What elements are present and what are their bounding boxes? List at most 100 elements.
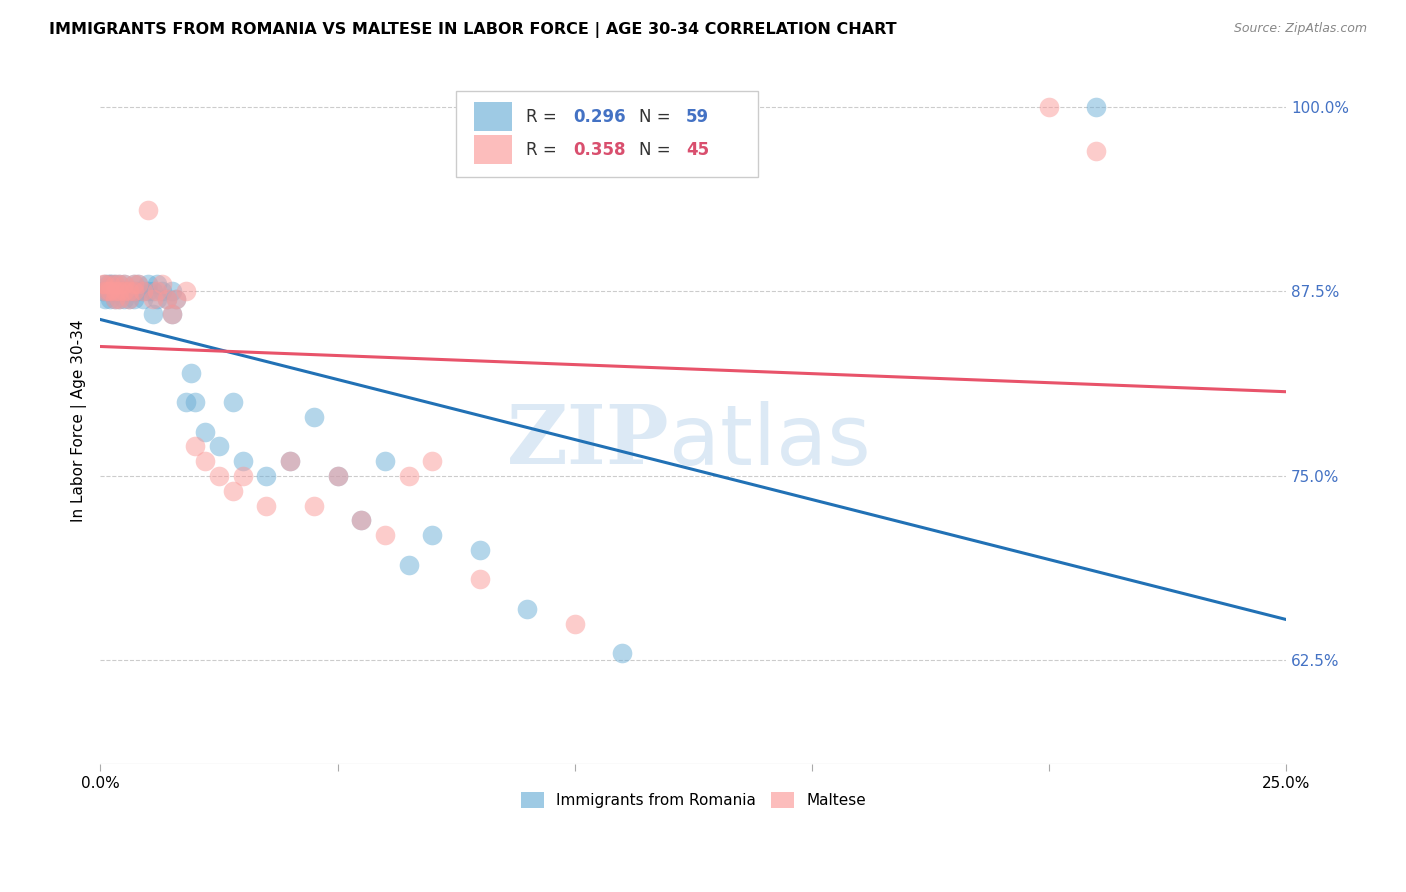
Point [278, 454, 301, 468]
Point [174, 395, 197, 409]
Point [132, 292, 155, 306]
Point [104, 277, 127, 291]
Point [104, 292, 127, 306]
Point [108, 292, 131, 306]
Point [112, 285, 135, 299]
FancyBboxPatch shape [456, 91, 758, 177]
Point [98, 277, 121, 291]
Point [302, 499, 325, 513]
Point [136, 277, 159, 291]
Point [91, 285, 114, 299]
Point [150, 277, 173, 291]
Point [146, 292, 169, 306]
Point [108, 285, 131, 299]
Point [98, 277, 121, 291]
Point [104, 285, 127, 299]
Legend: Immigrants from Romania, Maltese: Immigrants from Romania, Maltese [515, 787, 872, 814]
Point [94, 292, 117, 306]
Point [160, 307, 183, 321]
Point [254, 499, 277, 513]
Point [112, 277, 135, 291]
Point [127, 285, 149, 299]
Text: 45: 45 [686, 141, 709, 159]
Point [91, 277, 114, 291]
Point [96, 285, 118, 299]
Point [194, 454, 217, 468]
Point [118, 285, 141, 299]
Point [194, 425, 217, 439]
Point [254, 469, 277, 483]
Point [98, 285, 121, 299]
Point [101, 277, 124, 291]
Point [122, 285, 145, 299]
Point [160, 285, 183, 299]
Point [104, 277, 127, 291]
Point [160, 307, 183, 321]
Point [112, 285, 135, 299]
Point [374, 454, 396, 468]
Point [150, 285, 173, 299]
Point [422, 528, 444, 542]
Point [108, 277, 131, 291]
Point [302, 409, 325, 424]
Point [122, 277, 145, 291]
Point [468, 542, 491, 557]
Point [142, 285, 165, 299]
Point [222, 483, 245, 498]
Point [127, 277, 149, 291]
Point [222, 395, 245, 409]
Point [232, 469, 254, 483]
Point [610, 646, 633, 660]
Point [180, 366, 202, 380]
Point [278, 454, 301, 468]
Point [108, 285, 131, 299]
Point [136, 285, 159, 299]
Point [468, 572, 491, 586]
Point [165, 292, 187, 306]
Text: ZIP: ZIP [506, 401, 669, 481]
Point [350, 513, 373, 527]
Point [108, 292, 131, 306]
Text: R =: R = [526, 108, 562, 126]
Point [564, 616, 586, 631]
Point [146, 285, 169, 299]
Point [146, 277, 169, 291]
Point [165, 292, 187, 306]
Point [122, 285, 145, 299]
Point [118, 292, 141, 306]
Point [208, 469, 231, 483]
Point [174, 285, 197, 299]
Point [118, 292, 141, 306]
Point [108, 277, 131, 291]
Point [156, 292, 179, 306]
Point [142, 292, 165, 306]
Point [1085, 100, 1108, 114]
Point [398, 469, 420, 483]
Point [156, 292, 179, 306]
FancyBboxPatch shape [474, 135, 512, 164]
Point [184, 440, 207, 454]
Point [374, 528, 396, 542]
Point [136, 203, 159, 218]
Point [232, 454, 254, 468]
Point [122, 277, 145, 291]
Point [142, 307, 165, 321]
Point [112, 277, 135, 291]
Point [94, 277, 117, 291]
Point [98, 285, 121, 299]
Point [94, 277, 117, 291]
Text: 0.358: 0.358 [574, 141, 626, 159]
Point [132, 285, 155, 299]
Point [104, 292, 127, 306]
Point [326, 469, 349, 483]
Point [1038, 100, 1060, 114]
Point [118, 285, 141, 299]
Point [422, 454, 444, 468]
Point [516, 602, 538, 616]
Point [1085, 145, 1108, 159]
Text: R =: R = [526, 141, 562, 159]
Text: 59: 59 [686, 108, 709, 126]
Point [94, 285, 117, 299]
Point [112, 292, 135, 306]
Point [132, 285, 155, 299]
